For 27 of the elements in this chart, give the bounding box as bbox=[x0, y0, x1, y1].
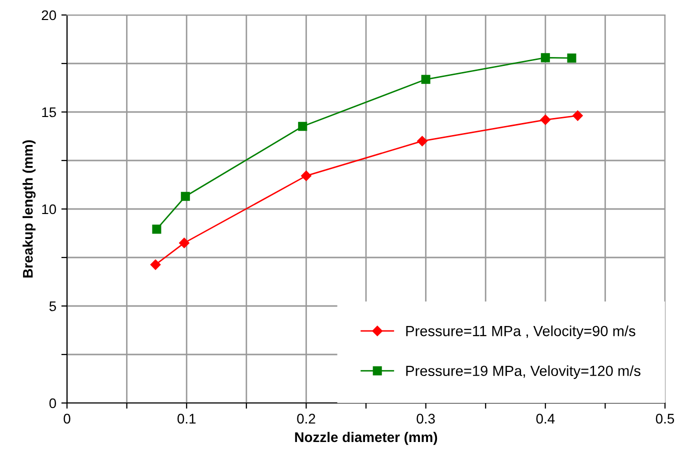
point bbox=[152, 224, 162, 234]
point bbox=[572, 110, 583, 121]
point bbox=[421, 74, 430, 84]
point bbox=[180, 192, 190, 201]
x-tick-label: 0.1 bbox=[177, 414, 196, 424]
y-tick-label: 0 bbox=[49, 398, 56, 408]
point bbox=[301, 170, 312, 181]
x-tick-label: 0.4 bbox=[536, 414, 555, 424]
x-tick-label: 0.3 bbox=[416, 414, 435, 424]
y-axis-title: Breakup length (mm) bbox=[22, 140, 36, 278]
point bbox=[540, 114, 551, 125]
point bbox=[540, 53, 550, 62]
y-tick-label: 5 bbox=[49, 301, 56, 312]
point bbox=[417, 136, 428, 146]
y-tick-label: 15 bbox=[42, 107, 56, 118]
x-axis-title: Nozzle diameter (mm) bbox=[295, 432, 438, 445]
y-tick-label: 10 bbox=[42, 204, 56, 214]
x-tick-label: 0.2 bbox=[297, 414, 316, 424]
point bbox=[150, 260, 161, 270]
x-tick-label: 0.5 bbox=[656, 414, 674, 424]
legend-label: Pressure=11 MPa , Velocity=90 m/s bbox=[406, 326, 636, 340]
legend-label: Pressure=19 MPa, Velovity=120 m/s bbox=[406, 365, 640, 379]
point bbox=[567, 54, 576, 63]
point bbox=[298, 122, 308, 131]
y-tick-label: 20 bbox=[42, 10, 56, 20]
x-tick-label: 0 bbox=[64, 414, 70, 424]
point bbox=[179, 238, 190, 248]
